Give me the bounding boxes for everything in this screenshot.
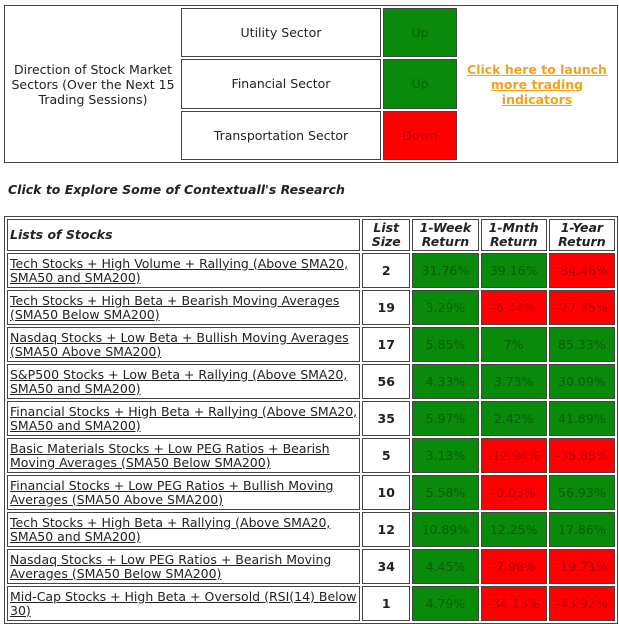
list-size: 35 [362, 401, 411, 436]
list-name-cell: Basic Materials Stocks + Low PEG Ratios … [7, 438, 361, 473]
return-cell: 56.93% [548, 475, 615, 510]
stock-list-row: Tech Stocks + High Volume + Rallying (Ab… [7, 253, 615, 288]
list-name-cell: Nasdaq Stocks + Low Beta + Bullish Movin… [7, 327, 361, 362]
return-cell: -34.13% [480, 586, 547, 621]
list-size: 1 [362, 586, 411, 621]
sector-direction: Down [383, 110, 457, 160]
list-link[interactable]: Tech Stocks + High Beta + Bearish Moving… [10, 292, 340, 322]
list-size: 2 [362, 253, 411, 288]
stock-lists-table: Lists of Stocks List Size 1-Week Return 1-M… [4, 216, 618, 624]
return-cell: 4.45% [412, 549, 479, 584]
return-cell: -19.71% [548, 549, 615, 584]
list-name-cell: Financial Stocks + Low PEG Ratios + Bull… [7, 475, 361, 510]
list-name-cell: Nasdaq Stocks + Low PEG Ratios + Bearish… [7, 549, 361, 584]
column-header: 1-Mnth Return [480, 219, 547, 251]
indicators-link[interactable]: Click here to launch more trading indica… [467, 61, 607, 107]
list-size: 12 [362, 512, 411, 547]
list-link[interactable]: Financial Stocks + High Beta + Rallying … [10, 403, 358, 433]
stock-list-row: Financial Stocks + Low PEG Ratios + Bull… [7, 475, 615, 510]
list-size: 5 [362, 438, 411, 473]
list-size: 19 [362, 290, 411, 325]
return-cell: 7% [480, 327, 547, 362]
list-link[interactable]: Basic Materials Stocks + Low PEG Ratios … [10, 440, 330, 470]
return-cell: 3.13% [412, 438, 479, 473]
return-cell: 41.89% [548, 401, 615, 436]
sector-name: Transportation Sector [181, 110, 381, 160]
return-cell: -43.92% [548, 586, 615, 621]
return-cell: -6.44% [480, 290, 547, 325]
list-name-cell: S&P500 Stocks + Low Beta + Rallying (Abo… [7, 364, 361, 399]
return-cell: 12.25% [480, 512, 547, 547]
return-cell: 4.79% [412, 586, 479, 621]
list-link[interactable]: Financial Stocks + Low PEG Ratios + Bull… [10, 477, 334, 507]
list-name-cell: Tech Stocks + High Beta + Bearish Moving… [7, 290, 361, 325]
list-size: 10 [362, 475, 411, 510]
sector-name: Financial Sector [181, 59, 381, 109]
sector-row: Financial Sector Up [7, 59, 615, 109]
column-header: 1-Year Return [548, 219, 615, 251]
list-size: 17 [362, 327, 411, 362]
return-cell: 30.09% [548, 364, 615, 399]
return-cell: 3.29% [412, 290, 479, 325]
return-cell: 39.16% [480, 253, 547, 288]
list-name-cell: Mid-Cap Stocks + High Beta + Oversold (R… [7, 586, 361, 621]
list-size: 56 [362, 364, 411, 399]
return-cell: -0.03% [480, 475, 547, 510]
list-link[interactable]: Mid-Cap Stocks + High Beta + Oversold (R… [10, 588, 357, 618]
return-cell: 5.58% [412, 475, 479, 510]
sector-caption: Direction of Stock Market Sectors (Over … [11, 61, 175, 107]
return-cell: -7.96% [480, 549, 547, 584]
return-cell: 3.73% [480, 364, 547, 399]
sector-table: Direction of Stock Market Sectors (Over … [4, 5, 618, 163]
sector-row: Transportation Sector Down [7, 110, 615, 160]
column-header: List Size [362, 219, 411, 251]
stock-list-row: Mid-Cap Stocks + High Beta + Oversold (R… [7, 586, 615, 621]
stock-list-row: Nasdaq Stocks + Low PEG Ratios + Bearish… [7, 549, 615, 584]
return-cell: 85.33% [548, 327, 615, 362]
list-link[interactable]: Nasdaq Stocks + Low Beta + Bullish Movin… [10, 329, 349, 359]
return-cell: 17.86% [548, 512, 615, 547]
research-heading: Click to Explore Some of Contextuall's R… [8, 182, 345, 197]
return-cell: -12.94% [480, 438, 547, 473]
list-name-cell: Financial Stocks + High Beta + Rallying … [7, 401, 361, 436]
stock-list-row: Basic Materials Stocks + Low PEG Ratios … [7, 438, 615, 473]
stock-list-row: Financial Stocks + High Beta + Rallying … [7, 401, 615, 436]
list-name-cell: Tech Stocks + High Beta + Rallying (Abov… [7, 512, 361, 547]
return-cell: -35.85% [548, 438, 615, 473]
list-link[interactable]: S&P500 Stocks + Low Beta + Rallying (Abo… [10, 366, 348, 396]
sector-direction: Up [383, 8, 457, 58]
column-header: 1-Week Return [412, 219, 479, 251]
link-cell: Click here to launch more trading indica… [459, 8, 615, 160]
list-link[interactable]: Nasdaq Stocks + Low PEG Ratios + Bearish… [10, 551, 332, 581]
sector-name: Utility Sector [181, 8, 381, 58]
stock-list-row: Nasdaq Stocks + Low Beta + Bullish Movin… [7, 327, 615, 362]
stock-list-row: Tech Stocks + High Beta + Bearish Moving… [7, 290, 615, 325]
return-cell: 5.85% [412, 327, 479, 362]
return-cell: 5.97% [412, 401, 479, 436]
sector-row: Direction of Stock Market Sectors (Over … [7, 8, 615, 107]
list-size: 34 [362, 549, 411, 584]
sector-direction: Up [383, 59, 457, 109]
return-cell: 2.42% [480, 401, 547, 436]
return-cell: -34.46% [548, 253, 615, 288]
stock-list-row: Tech Stocks + High Beta + Rallying (Abov… [7, 512, 615, 547]
list-link[interactable]: Tech Stocks + High Beta + Rallying (Abov… [10, 514, 331, 544]
stock-list-row: S&P500 Stocks + Low Beta + Rallying (Abo… [7, 364, 615, 399]
return-cell: 10.89% [412, 512, 479, 547]
return-cell: 31.76% [412, 253, 479, 288]
return-cell: 4.33% [412, 364, 479, 399]
return-cell: -27.35% [548, 290, 615, 325]
list-name-cell: Tech Stocks + High Volume + Rallying (Ab… [7, 253, 361, 288]
column-header: Lists of Stocks [7, 219, 361, 251]
list-link[interactable]: Tech Stocks + High Volume + Rallying (Ab… [10, 255, 349, 285]
